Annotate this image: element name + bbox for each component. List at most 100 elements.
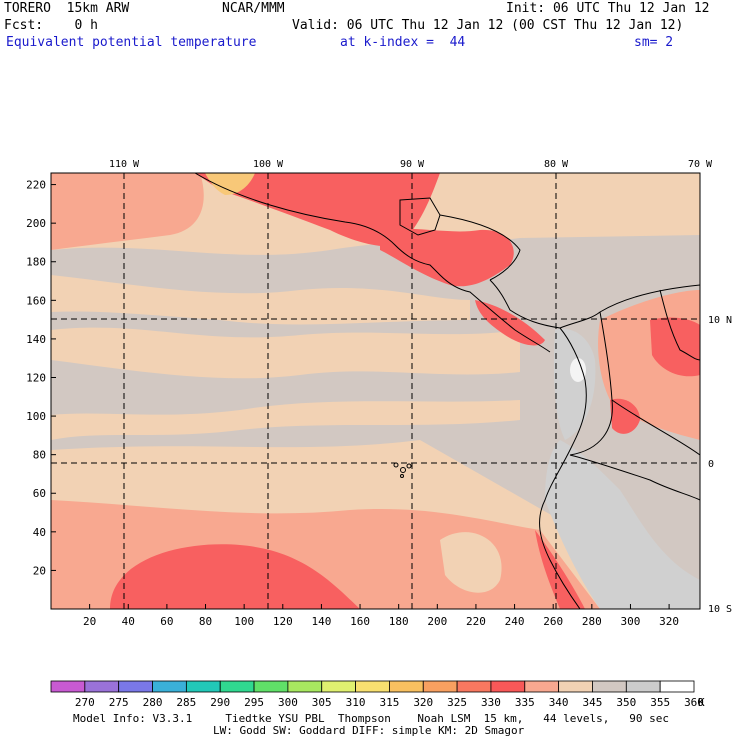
x-tick-label: 180	[389, 615, 409, 628]
red-zone-southwest	[110, 544, 360, 609]
colorbar-label: 340	[549, 696, 569, 709]
peru-brazil-border	[611, 399, 700, 456]
colorbar-label: 360	[684, 696, 704, 709]
grey-zone-andes	[545, 440, 700, 609]
y-tick-label: 140	[26, 333, 46, 346]
caribbean-coastline	[489, 279, 700, 329]
organization-label: NCAR/MMM	[222, 1, 285, 16]
colorbar-label: 275	[109, 696, 129, 709]
colorbar-swatch	[456, 680, 492, 693]
colorbar-swatch	[659, 680, 695, 693]
colorbar-label: 280	[143, 696, 163, 709]
x-tick-label: 160	[350, 615, 370, 628]
lon-label-80w: 80 W	[544, 159, 569, 170]
lat-lon-grid	[51, 173, 700, 609]
y-tick-label: 220	[26, 179, 46, 192]
model-info-line2: LW: Godd SW: Goddard DIFF: simple KM: 2D…	[213, 724, 525, 737]
colorbar-swatch	[355, 680, 390, 693]
red-zone-colombia-south	[610, 398, 640, 434]
colorbar-swatch	[219, 680, 255, 693]
x-tick-label: 80	[199, 615, 212, 628]
colorbar-label: 310	[346, 696, 366, 709]
colorbar-label: 345	[583, 696, 603, 709]
colorbar-swatch	[50, 680, 86, 693]
x-tick-label: 20	[83, 615, 96, 628]
y-axis-ticks: 20 40 60 80 100 120 140 160 180 200 220	[26, 179, 56, 577]
galapagos-island	[406, 463, 412, 469]
colorbar-label: 305	[312, 696, 332, 709]
venezuela-border	[659, 289, 700, 361]
y-tick-label: 200	[26, 217, 46, 230]
galapagos-island	[400, 474, 404, 478]
grey-band-mid	[51, 360, 520, 415]
coastlines	[194, 173, 700, 609]
colorbar-label: 295	[244, 696, 264, 709]
model-title: TORERO 15km ARW	[4, 1, 130, 16]
colorbar-swatch	[321, 680, 356, 693]
x-tick-label: 60	[160, 615, 173, 628]
x-tick-label: 280	[582, 615, 602, 628]
x-tick-label: 200	[427, 615, 447, 628]
lon-label-100w: 100 W	[253, 159, 284, 170]
colorbar-swatch	[558, 680, 593, 693]
colorbar-swatch	[422, 680, 458, 693]
y-tick-label: 100	[26, 410, 46, 423]
lat-label-0: 0	[708, 459, 714, 470]
colorbar-swatch	[490, 680, 526, 693]
red-zone-central-america	[380, 228, 514, 287]
lat-label-10n: 10 N	[708, 315, 732, 326]
y-tick-label: 120	[26, 371, 46, 384]
colorbar-label: 315	[379, 696, 399, 709]
red-zone-colombia-east	[650, 317, 700, 377]
colorbar: 270 275 280 285 290 295 300 305 310 315 320 325 330 3…	[50, 680, 704, 709]
ecuador-peru-border	[569, 454, 700, 501]
colorbar-swatch	[253, 680, 289, 693]
lon-label-70w: 70 W	[688, 159, 713, 170]
x-tick-label: 40	[122, 615, 135, 628]
colorbar-swatch	[287, 680, 323, 693]
orange-patch-mexico	[205, 173, 255, 195]
x-tick-label: 100	[234, 615, 254, 628]
pacific-coastline	[194, 173, 551, 353]
tan-band-upper	[51, 275, 470, 325]
colorbar-swatch	[592, 680, 627, 693]
theta-e-field	[51, 173, 700, 609]
colorbar-label: 325	[447, 696, 467, 709]
colorbar-label: 335	[515, 696, 535, 709]
y-tick-label: 20	[33, 564, 46, 577]
field-name: Equivalent potential temperature	[6, 35, 257, 50]
x-axis-ticks: 20 40 60 80 100 120 140 160 180 200 220 240 260 280 30…	[83, 604, 679, 628]
y-tick-label: 160	[26, 294, 46, 307]
forecast-hour: Fcst: 0 h	[4, 18, 98, 33]
x-tick-label: 260	[543, 615, 563, 628]
colorbar-label: 285	[176, 696, 196, 709]
x-tick-label: 240	[505, 615, 525, 628]
model-info-line1: Model Info: V3.3.1 Tiedtke YSU PBL Thomp…	[73, 712, 670, 725]
colorbar-swatch	[118, 680, 153, 693]
x-tick-label: 320	[659, 615, 679, 628]
map-frame	[50, 172, 701, 610]
colorbar-swatch	[625, 680, 661, 693]
colorbar-swatch	[524, 680, 560, 693]
salmon-zone-northwest	[51, 173, 204, 250]
colorbar-label: 300	[278, 696, 298, 709]
x-tick-label: 300	[621, 615, 641, 628]
lon-label-110w: 110 W	[109, 159, 140, 170]
x-tick-label: 120	[273, 615, 293, 628]
lat-label-10s: 10 S	[708, 604, 732, 615]
colorbar-unit: K	[698, 696, 705, 709]
tan-patch-south	[440, 532, 502, 593]
yucatan-border	[399, 197, 441, 236]
valid-time: Valid: 06 UTC Thu 12 Jan 12 (00 CST Thu …	[292, 18, 684, 33]
white-patch	[570, 358, 586, 382]
red-strip-peru-coast	[535, 530, 585, 609]
y-tick-label: 180	[26, 256, 46, 269]
k-index-label: at k-index = 44	[340, 35, 466, 50]
y-tick-label: 80	[33, 449, 46, 462]
colorbar-label: 270	[75, 696, 95, 709]
y-tick-label: 40	[33, 526, 46, 539]
colorbar-swatch	[84, 680, 120, 693]
colorbar-swatch	[389, 680, 424, 693]
x-tick-label: 140	[311, 615, 331, 628]
colorbar-label: 350	[616, 696, 636, 709]
